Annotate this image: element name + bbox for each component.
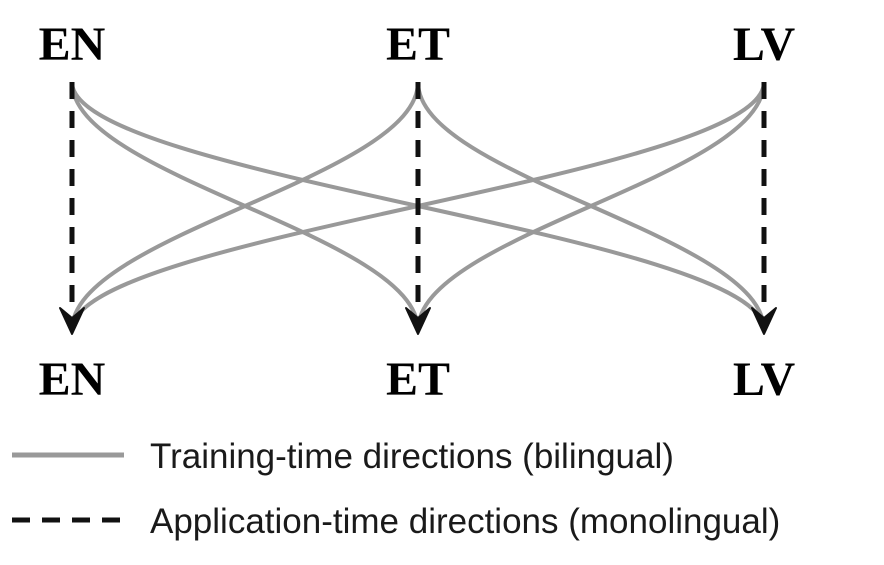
- training-edge-et-to-en: [70, 81, 420, 331]
- training-edge-lv-to-et: [416, 81, 766, 331]
- application-arrowhead-lv: [751, 307, 777, 335]
- source-node-lv: LV: [733, 18, 796, 71]
- source-node-en: EN: [39, 18, 106, 71]
- legend-training-label: Training-time directions (bilingual): [150, 437, 674, 476]
- target-node-lv: LV: [733, 353, 796, 406]
- legend-application-label: Application-time directions (monolingual…: [150, 502, 780, 541]
- application-arrowhead-en: [59, 307, 85, 335]
- source-node-et: ET: [386, 18, 450, 71]
- application-edges: [59, 82, 777, 335]
- target-node-et: ET: [386, 353, 450, 406]
- target-node-en: EN: [39, 353, 106, 406]
- application-arrowhead-et: [405, 307, 431, 335]
